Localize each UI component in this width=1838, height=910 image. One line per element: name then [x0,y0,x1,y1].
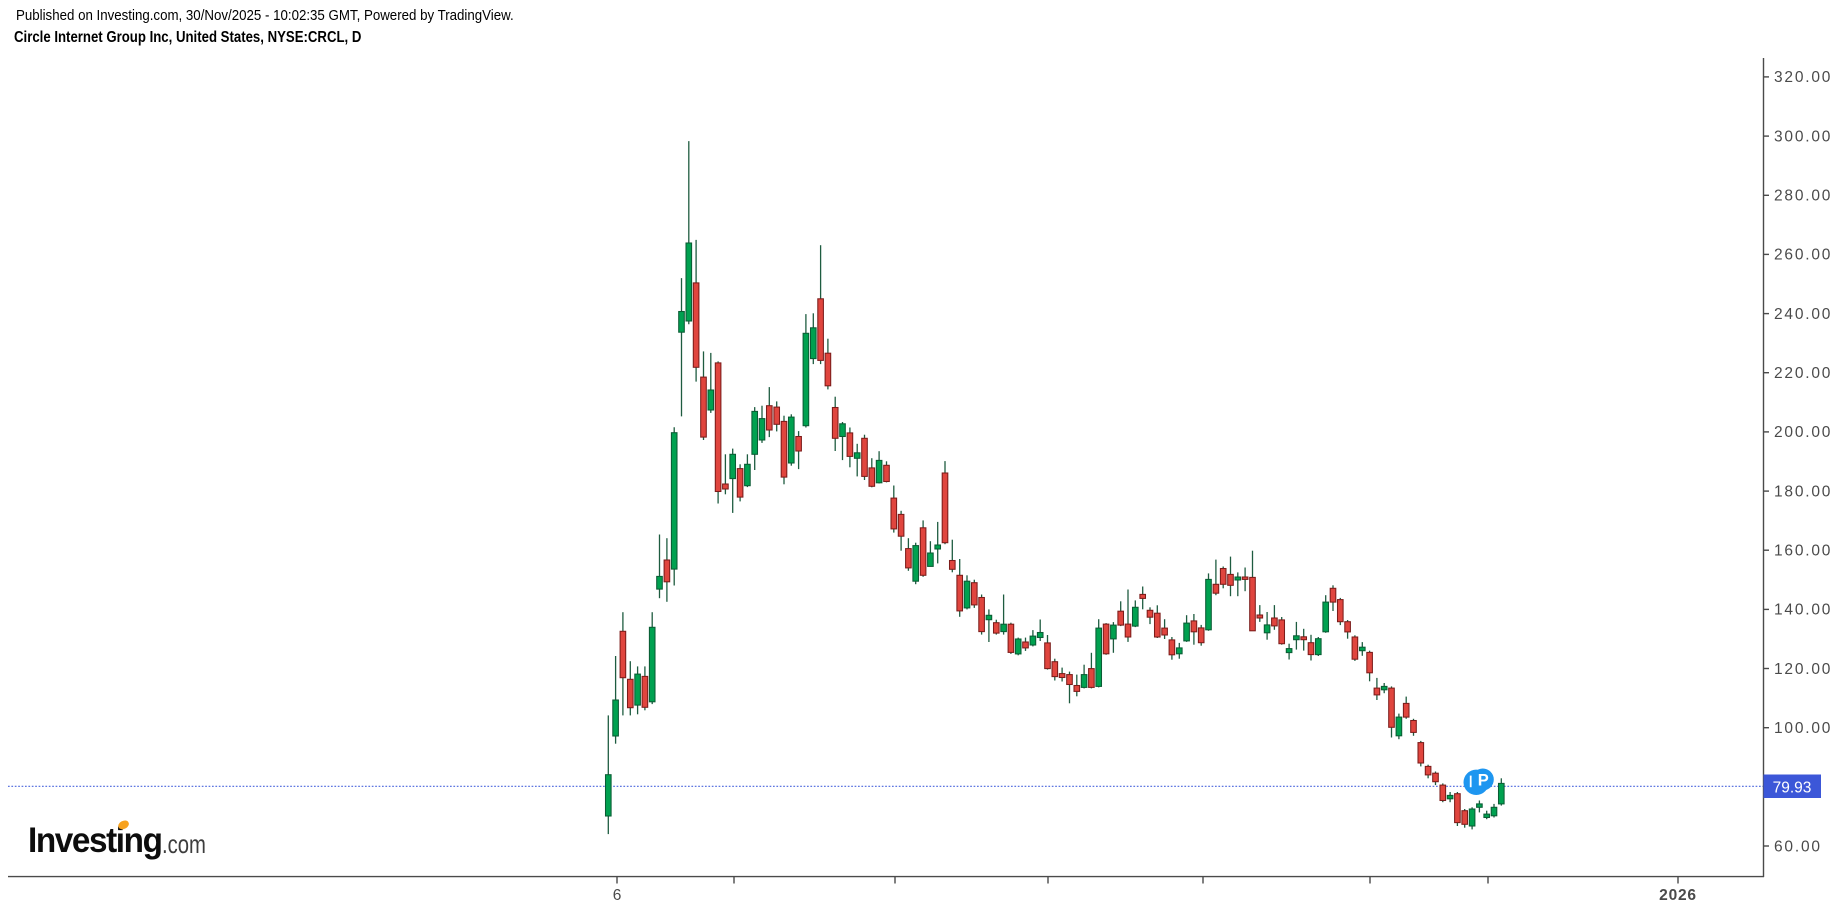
svg-text:79.93: 79.93 [1773,779,1812,796]
svg-text:6: 6 [613,887,622,904]
svg-text:100.00: 100.00 [1774,720,1832,737]
svg-text:180.00: 180.00 [1774,483,1832,500]
svg-text:160.00: 160.00 [1774,543,1832,560]
svg-text:240.00: 240.00 [1774,306,1832,323]
svg-text:P: P [1478,772,1489,790]
svg-text:200.00: 200.00 [1774,424,1832,441]
svg-text:2026: 2026 [1659,887,1697,904]
svg-text:120.00: 120.00 [1774,661,1832,678]
svg-text:140.00: 140.00 [1774,602,1832,619]
svg-text:220.00: 220.00 [1774,365,1832,382]
svg-text:300.00: 300.00 [1774,128,1832,145]
svg-text:260.00: 260.00 [1774,247,1832,264]
svg-text:320.00: 320.00 [1774,69,1832,86]
svg-text:280.00: 280.00 [1774,188,1832,205]
svg-text:60.00: 60.00 [1774,838,1822,855]
